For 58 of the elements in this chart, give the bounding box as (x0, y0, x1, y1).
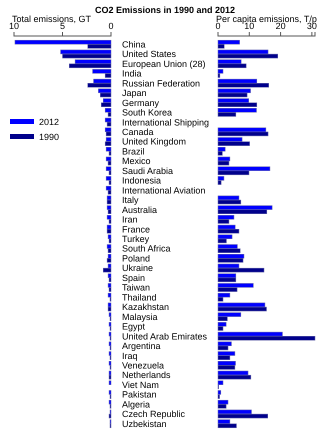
y-tick-label: Brazil (122, 146, 145, 156)
legend-label: 1990 (39, 132, 60, 142)
y-tick-label: Mexico (122, 156, 151, 166)
x-axis-title: Per capita emissions, T/p (216, 14, 317, 24)
y-tick-label: International Aviation (122, 185, 206, 196)
y-tick-label: Ukraine (122, 263, 154, 274)
y-tick-label: Canada (122, 126, 154, 137)
legend-label: 2012 (39, 117, 60, 128)
x-tick-label: 10 (244, 21, 254, 31)
y-tick-label: Poland (122, 253, 150, 264)
y-tick-label: Germany (122, 98, 160, 108)
y-tick-label: India (122, 68, 142, 79)
y-tick-label: Kazakhstan (122, 302, 170, 312)
y-tick-label: Spain (122, 272, 146, 283)
y-tick-label: Indonesia (122, 176, 162, 186)
y-tick-label: Saudi Arabia (122, 166, 174, 176)
y-tick-label: Netherlands (122, 370, 172, 380)
y-tick-label: Argentina (122, 341, 161, 352)
y-tick-label: Pakistan (122, 390, 157, 400)
x-tick-label: 5 (60, 21, 66, 31)
y-tick-label: Venezuela (122, 360, 164, 370)
y-tick-label: Malaysia (122, 312, 158, 322)
bar (218, 196, 240, 200)
y-tick-label: Italy (122, 195, 140, 206)
x-tick-label: 0 (215, 21, 221, 31)
y-tick-label: United Kingdom (122, 136, 186, 147)
y-tick-label: Thailand (122, 292, 157, 302)
bar (218, 128, 266, 132)
bar (218, 180, 222, 185)
bar (218, 424, 237, 428)
y-tick-label: South Korea (122, 108, 172, 118)
x-axis-title: Total emissions, GT (12, 14, 92, 24)
x-tick-label: 10 (8, 21, 20, 31)
bar (14, 40, 112, 44)
y-tick-label: Turkey (122, 234, 150, 244)
y-tick-label: France (122, 224, 150, 234)
y-tick-label: China (122, 39, 146, 50)
y-tick-label: Russian Federation (122, 78, 200, 88)
y-tick-label: Japan (122, 88, 147, 98)
y-tick-label: Viet Nam (122, 380, 159, 390)
y-tick-label: Australia (122, 204, 158, 215)
y-tick-label: United Arab Emirates (122, 331, 208, 342)
y-tick-label: Egypt (122, 322, 146, 332)
x-tick-label: 0 (108, 21, 114, 31)
x-tick-label: 30 (306, 21, 317, 31)
y-tick-label: Taiwan (122, 282, 150, 293)
y-tick-label: Iraq (122, 350, 138, 361)
y-tick-label: Czech Republic (122, 409, 186, 420)
y-tick-label: South Africa (122, 244, 171, 254)
bar (218, 40, 240, 44)
x-tick-label: 20 (276, 21, 286, 31)
y-tick-label: Iran (122, 214, 138, 225)
y-tick-label: Uzbekistan (122, 418, 167, 429)
y-tick-label: Algeria (122, 399, 150, 410)
text: CO2 Emissions in 1990 and 2012 (94, 5, 236, 15)
y-tick-label: United States (122, 49, 177, 60)
y-tick-label: International Shipping (122, 117, 210, 128)
y-tick-label: European Union (28) (122, 58, 206, 69)
